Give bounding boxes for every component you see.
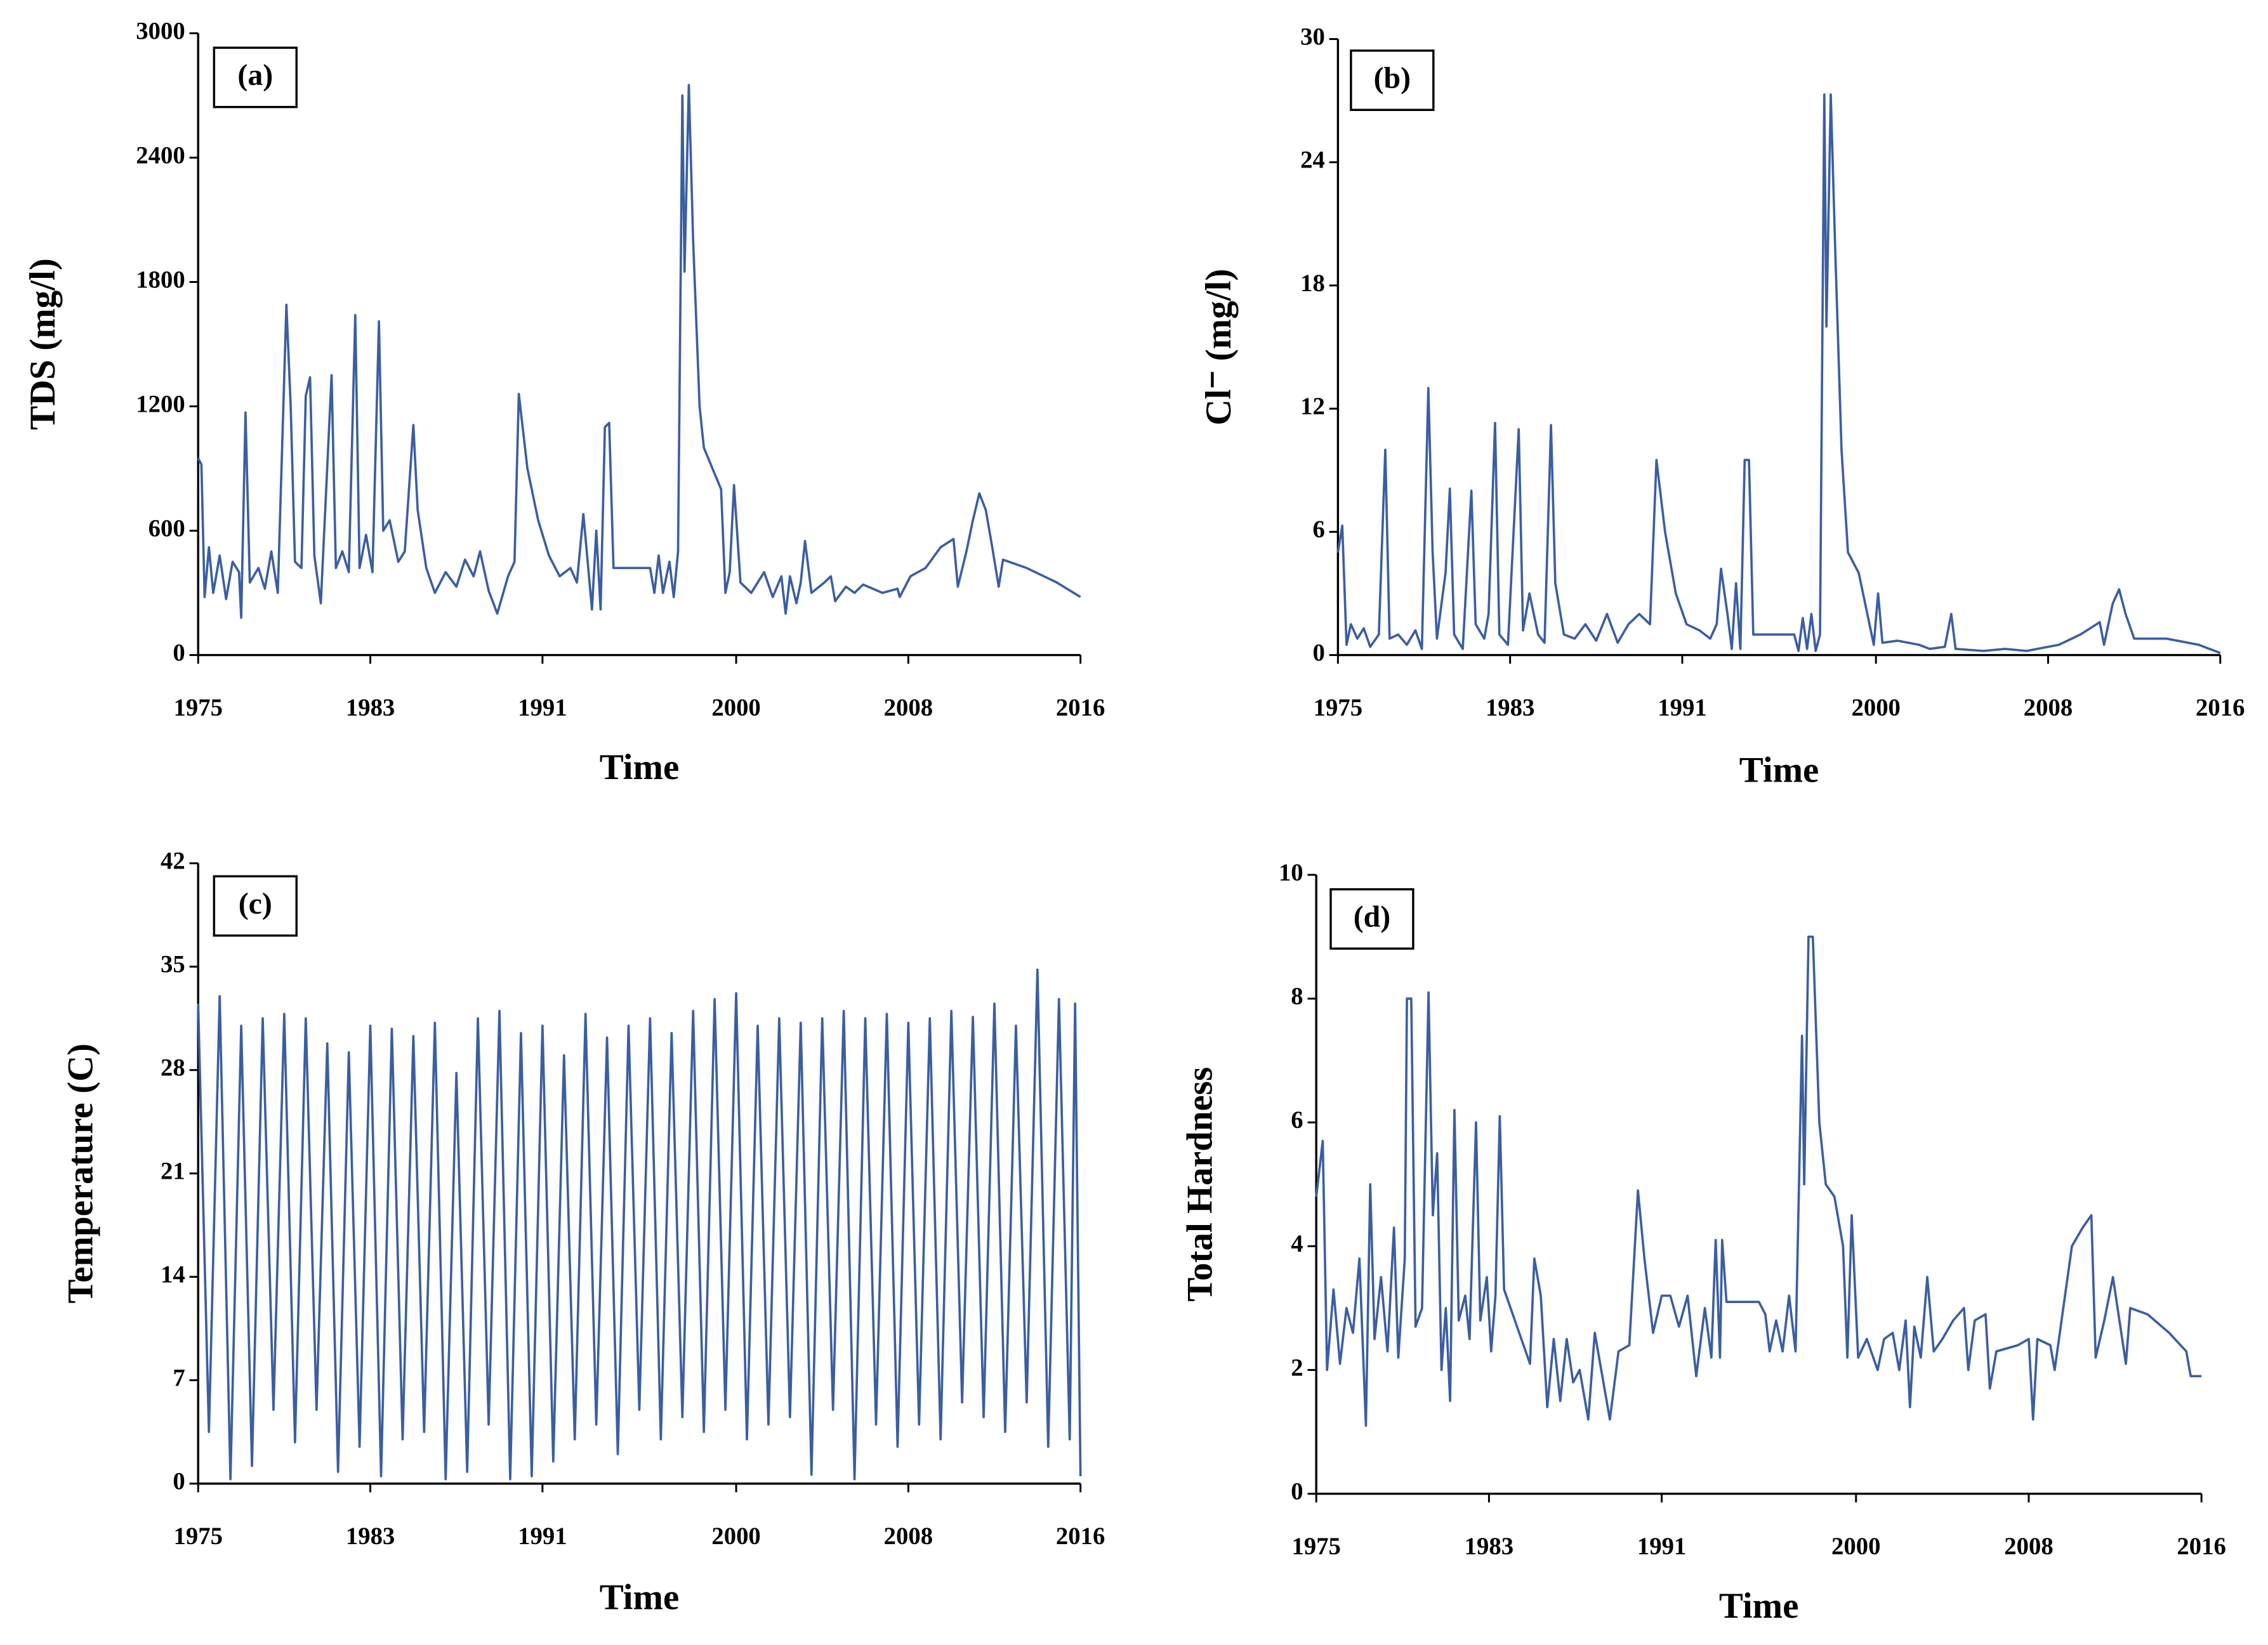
x-tick-label: 1983 xyxy=(346,1523,395,1550)
x-tick-label: 2000 xyxy=(1851,694,1900,721)
x-tick-label: 2008 xyxy=(884,694,933,721)
x-tick-label: 2008 xyxy=(884,1523,933,1550)
y-axis-label: Temperature (C) xyxy=(60,1044,100,1304)
x-tick-label: 1983 xyxy=(346,694,395,721)
panel-label-box xyxy=(1350,49,1435,111)
x-tick-label: 2000 xyxy=(711,1523,760,1550)
x-tick-label: 1991 xyxy=(518,694,567,721)
y-tick-label: 42 xyxy=(161,848,185,875)
x-tick-label: 2016 xyxy=(2177,1533,2225,1560)
x-tick-label: 1975 xyxy=(174,1523,223,1550)
x-tick-label: 2016 xyxy=(2196,694,2245,721)
y-tick-label: 7 xyxy=(173,1365,185,1392)
y-tick-label: 12 xyxy=(1300,393,1325,420)
y-tick-label: 6 xyxy=(1291,1106,1303,1134)
data-line xyxy=(1336,93,2221,655)
data-line xyxy=(1315,935,2202,1427)
x-axis-label: Time xyxy=(1719,1586,1799,1626)
y-tick-label: 30 xyxy=(1300,23,1325,50)
x-tick-label: 1983 xyxy=(1465,1533,1513,1560)
x-tick-label: 1991 xyxy=(1658,694,1706,721)
x-tick-label: 1975 xyxy=(1291,1533,1340,1560)
x-tick-label: 2008 xyxy=(2004,1533,2053,1560)
x-tick-label: 1975 xyxy=(174,694,223,721)
y-tick-label: 6 xyxy=(1312,516,1324,543)
data-line xyxy=(197,84,1081,619)
y-tick-label: 0 xyxy=(173,639,185,666)
y-axis-label: Cl⁻ (mg/l) xyxy=(1199,269,1239,426)
panel-label: (b) xyxy=(1374,62,1411,95)
y-tick-label: 18 xyxy=(1300,270,1325,297)
x-tick-label: 1975 xyxy=(1314,694,1362,721)
y-tick-label: 24 xyxy=(1300,147,1325,174)
y-tick-label: 28 xyxy=(161,1054,185,1082)
x-tick-label: 2000 xyxy=(711,694,760,721)
x-tick-label: 2000 xyxy=(1831,1533,1880,1560)
y-axis-label: Total Hardness xyxy=(1180,1067,1220,1302)
y-tick-label: 10 xyxy=(1279,859,1303,886)
y-tick-label: 600 xyxy=(148,514,185,542)
y-tick-label: 3000 xyxy=(136,17,185,44)
x-tick-label: 1991 xyxy=(518,1523,567,1550)
y-tick-label: 35 xyxy=(161,951,185,978)
y-axis-label: TDS (mg/l) xyxy=(23,258,63,430)
x-axis-label: Time xyxy=(600,1577,680,1617)
y-tick-label: 0 xyxy=(173,1468,185,1495)
data-line xyxy=(197,968,1082,1481)
y-tick-label: 2400 xyxy=(136,141,185,169)
x-tick-label: 2008 xyxy=(2024,694,2073,721)
x-tick-label: 2016 xyxy=(1056,1523,1105,1550)
y-tick-label: 14 xyxy=(161,1261,185,1288)
y-tick-label: 0 xyxy=(1291,1478,1303,1505)
panel-label-box xyxy=(1329,888,1414,950)
panel-label-box xyxy=(213,46,298,108)
panel-label-box xyxy=(213,875,298,937)
panel-label: (c) xyxy=(239,887,272,921)
y-tick-label: 1800 xyxy=(136,266,185,293)
panel-label: (d) xyxy=(1354,900,1391,934)
x-tick-label: 1983 xyxy=(1486,694,1534,721)
x-tick-label: 1991 xyxy=(1637,1533,1686,1560)
y-tick-label: 2 xyxy=(1291,1354,1303,1381)
y-tick-label: 8 xyxy=(1291,983,1303,1010)
y-tick-label: 1200 xyxy=(136,390,185,417)
y-tick-label: 4 xyxy=(1291,1230,1303,1257)
x-tick-label: 2016 xyxy=(1056,694,1105,721)
panel-label: (a) xyxy=(237,58,273,92)
y-tick-label: 21 xyxy=(161,1158,185,1185)
x-axis-label: Time xyxy=(600,747,680,787)
y-tick-label: 0 xyxy=(1312,639,1324,666)
x-axis-label: Time xyxy=(1739,750,1819,790)
